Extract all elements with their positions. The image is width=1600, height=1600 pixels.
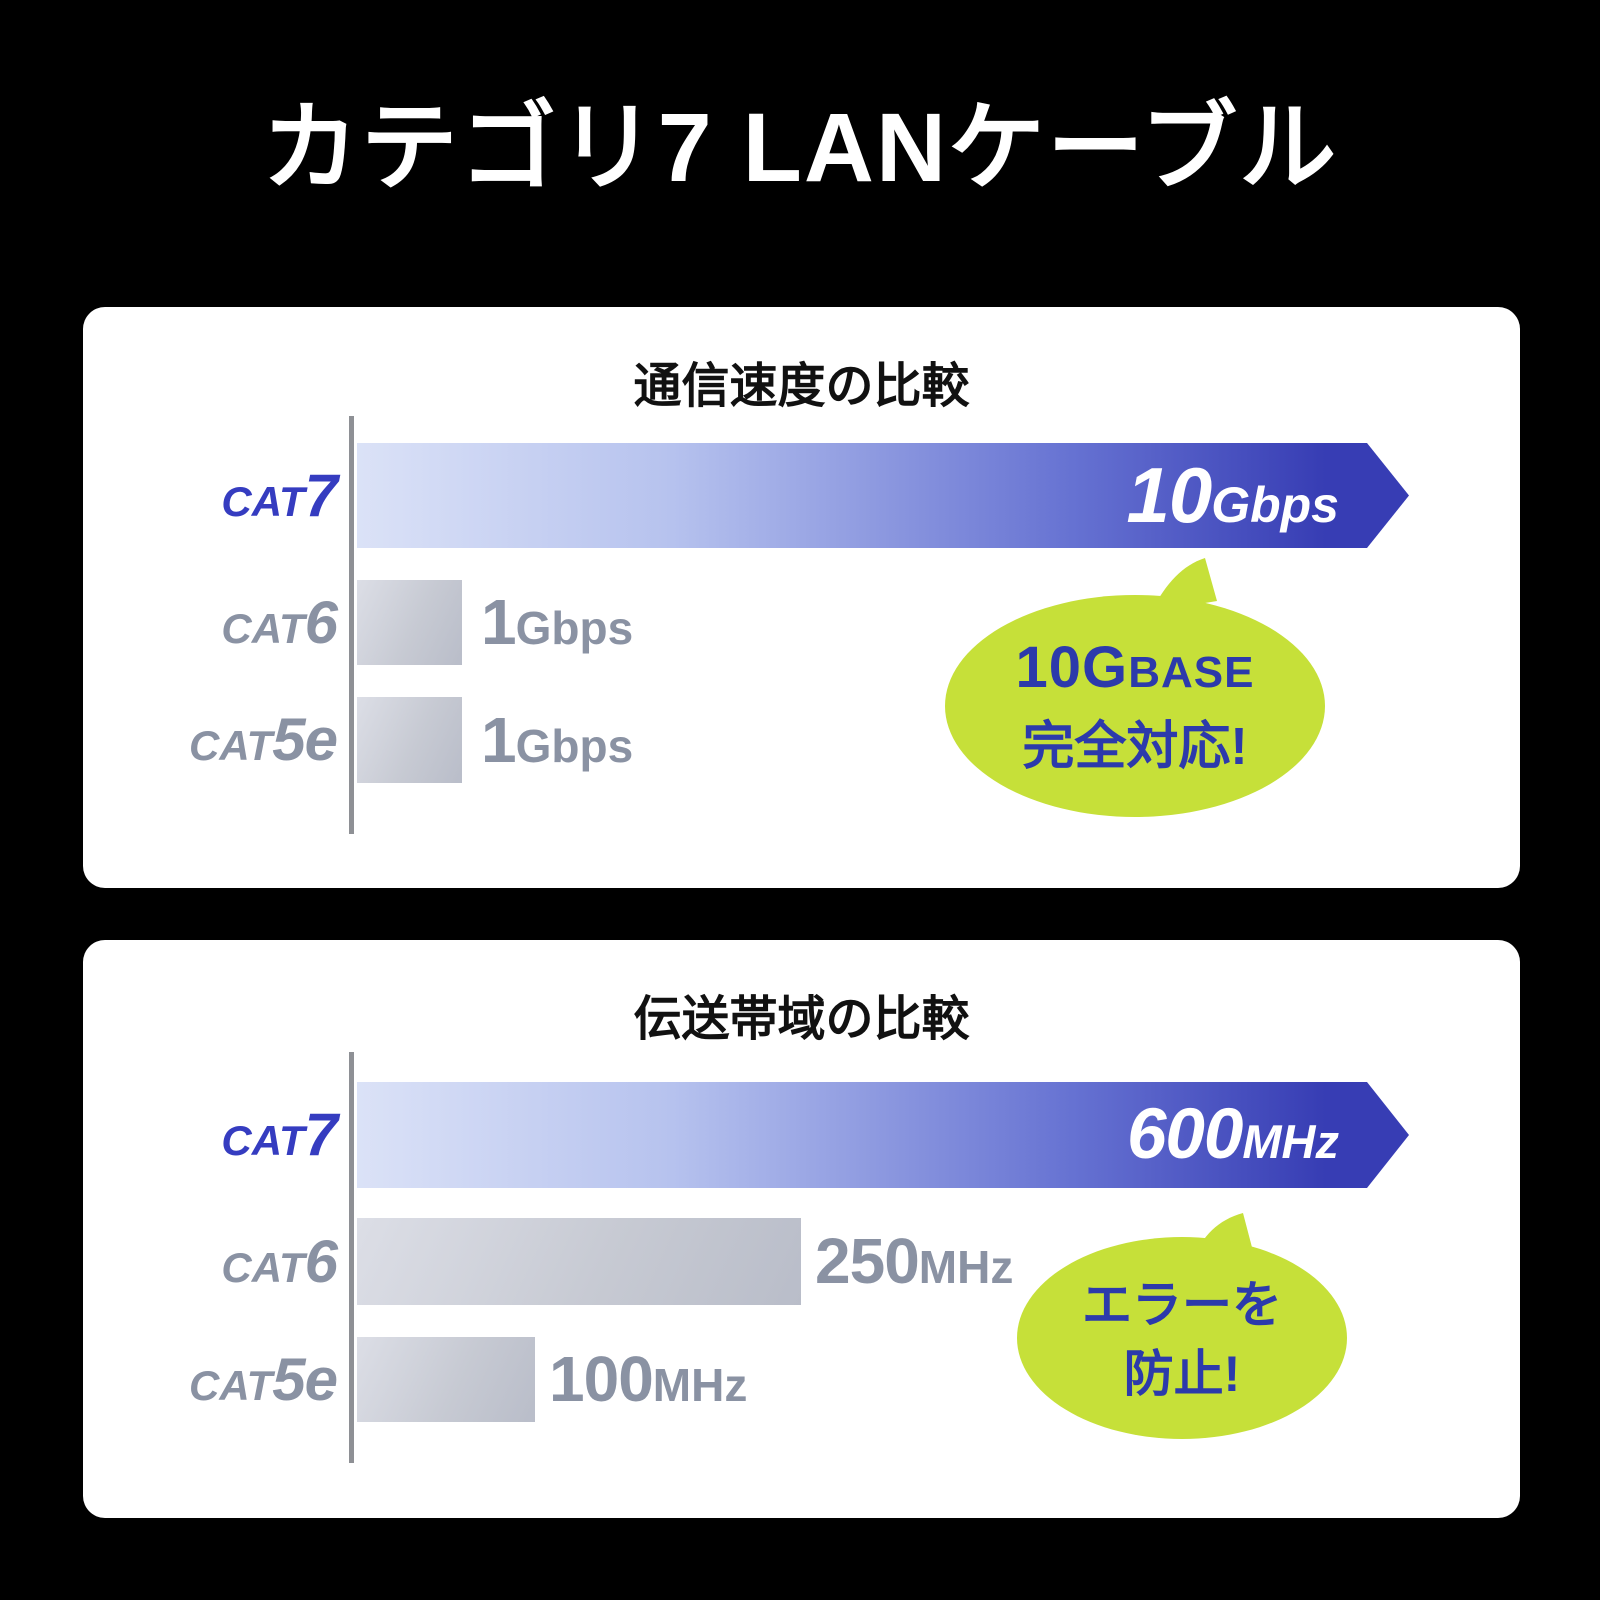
axis-line: [349, 416, 354, 834]
cat5e-label: CAT5e: [83, 697, 338, 799]
cat6-speed-unit: Gbps: [515, 602, 634, 654]
cat5e-label-number: 5e: [272, 1346, 338, 1413]
cat7-bandwidth-bar: 600MHz: [357, 1082, 1409, 1188]
cat7-label-number: 7: [304, 462, 338, 529]
cat6-speed-value-label: 1Gbps: [481, 580, 633, 682]
cat7-label: CAT7: [83, 1082, 338, 1204]
cat5e-label-prefix: CAT: [189, 1362, 273, 1409]
bubble-line1: 10GBASE: [925, 637, 1345, 714]
cat6-label: CAT6: [83, 580, 338, 681]
cat5e-bandwidth-bar: [357, 1337, 535, 1422]
cat7-label: CAT7: [83, 443, 338, 564]
bandwidth-comparison-panel: 伝送帯域の比較 CAT7 600MHz CAT6 250MHz CAT5e 10…: [83, 940, 1520, 1518]
cat5e-speed-bar: [357, 697, 462, 783]
speed-chart-title: 通信速度の比較: [633, 360, 970, 413]
speech-bubble-tail: [1191, 1213, 1254, 1262]
cat7-speed-bar: 10Gbps: [357, 443, 1409, 548]
cat5e-speed-unit: Gbps: [515, 720, 634, 772]
speech-bubble-text: エラーを 防止!: [1002, 1272, 1362, 1407]
cat6-speed-bar: [357, 580, 462, 665]
bubble-line1: エラーを: [1002, 1272, 1362, 1341]
cat6-label-number: 6: [304, 589, 338, 656]
cat5e-speed-value: 1: [481, 704, 517, 776]
axis-line: [349, 1052, 354, 1463]
cat5e-bandwidth-value-label: 100MHz: [549, 1337, 747, 1439]
cat6-label-prefix: CAT: [221, 605, 305, 652]
bubble-line1-big: 10G: [1015, 635, 1129, 700]
cat5e-label-prefix: CAT: [189, 722, 273, 769]
cat5e-label-number: 5e: [272, 706, 338, 773]
cat7-label-number: 7: [304, 1101, 338, 1168]
cat7-speed-value: 10: [1126, 451, 1212, 539]
cat7-label-prefix: CAT: [221, 1117, 305, 1164]
cat6-bandwidth-value: 250: [815, 1225, 920, 1297]
cat6-bandwidth-unit: MHz: [918, 1241, 1014, 1293]
cat7-bandwidth-value: 600: [1126, 1095, 1243, 1174]
cat7-bandwidth-unit: MHz: [1242, 1115, 1339, 1168]
cat6-label-number: 6: [304, 1228, 338, 1295]
bandwidth-chart-title: 伝送帯域の比較: [633, 993, 970, 1046]
cat5e-bandwidth-value: 100: [549, 1343, 654, 1415]
cat6-bandwidth-value-label: 250MHz: [815, 1218, 1013, 1322]
page-title: カテゴリ7 LANケーブル: [261, 93, 1339, 202]
cat6-label: CAT6: [83, 1218, 338, 1321]
speech-bubble-text: 10GBASE 完全対応!: [925, 637, 1345, 780]
bubble-line1-big: エラーを: [1082, 1277, 1282, 1333]
cat7-speed-unit: Gbps: [1211, 477, 1339, 533]
cat6-bandwidth-bar: [357, 1218, 801, 1305]
bubble-line2: 防止!: [1123, 1346, 1241, 1402]
cat5e-label: CAT5e: [83, 1337, 338, 1438]
cat7-label-prefix: CAT: [221, 478, 305, 525]
speed-comparison-panel: 通信速度の比較 CAT7 10Gbps CAT6 1Gbps CAT5e 1Gb…: [83, 307, 1520, 888]
cat5e-bandwidth-unit: MHz: [652, 1359, 748, 1411]
speech-bubble-tail: [1151, 558, 1217, 612]
bubble-line2: 完全対応!: [1022, 718, 1248, 776]
cat6-label-prefix: CAT: [221, 1244, 305, 1291]
bubble-line1-small: BASE: [1128, 648, 1255, 697]
cat6-speed-value: 1: [481, 586, 517, 658]
cat5e-speed-value-label: 1Gbps: [481, 697, 633, 801]
